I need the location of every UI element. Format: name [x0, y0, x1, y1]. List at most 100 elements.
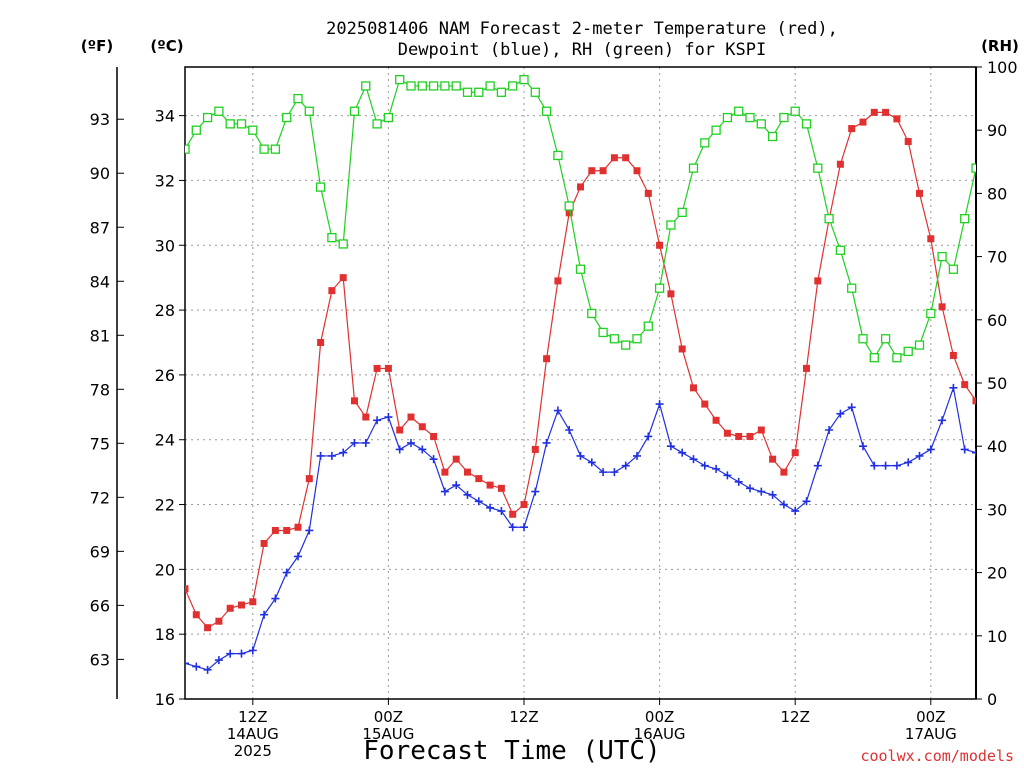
dewpoint-point [768, 490, 777, 499]
rh-point [767, 131, 778, 142]
temperature-point [769, 455, 777, 463]
rh-point [847, 283, 857, 293]
rh-point [734, 106, 744, 116]
rh-point [225, 119, 235, 129]
x-tick-label: 12Z [238, 708, 267, 726]
rh-point [361, 81, 371, 91]
dewpoint-point [192, 662, 201, 671]
f-tick-label: 84 [90, 272, 110, 291]
temperature-point [407, 413, 415, 421]
x-tick-label: 2025 [234, 742, 272, 760]
temperature-point [204, 624, 212, 632]
rh-point [349, 106, 360, 116]
rh-tick-label: 90 [987, 121, 1007, 140]
dewpoint-point [723, 471, 732, 480]
rh-point [835, 245, 846, 255]
rh-point [700, 138, 710, 148]
temperature-point [249, 598, 257, 606]
temperature-point [678, 345, 686, 353]
rh-point [880, 334, 891, 344]
f-tick-label: 63 [90, 650, 110, 669]
dewpoint-point [757, 487, 766, 496]
temperature-point [305, 475, 313, 483]
temperature-point [362, 413, 370, 421]
series-rh [185, 74, 976, 363]
dewpoint-point [508, 523, 517, 532]
dewpoint-point [226, 649, 235, 658]
rh-point [191, 125, 201, 135]
x-tick-label: 12Z [509, 708, 538, 726]
f-tick-label: 81 [90, 326, 110, 345]
rh-point [609, 334, 620, 344]
rh-point [903, 346, 913, 357]
dewpoint-point [316, 451, 325, 460]
dewpoint-point [960, 445, 969, 454]
dewpoint-point [452, 481, 461, 490]
rh-tick-label: 70 [987, 248, 1007, 267]
rh-tick-label: 50 [987, 374, 1007, 393]
rh-point [462, 87, 473, 97]
dewpoint-point [339, 448, 348, 457]
x-tick-label: 00Z [916, 708, 945, 726]
f-tick-label: 93 [90, 110, 110, 129]
temperature-point [656, 241, 664, 249]
temperature-point [746, 432, 754, 440]
f-tick-label: 69 [90, 542, 110, 561]
dewpoint-point [395, 445, 404, 454]
dewpoint-point [881, 461, 890, 470]
c-tick-label: 22 [155, 496, 175, 515]
rh-unit-label: (RH) [981, 37, 1019, 55]
temperature-point [701, 400, 709, 408]
temperature-point [509, 510, 517, 518]
rh-point [315, 182, 326, 192]
rh-point [383, 112, 394, 123]
rh-point [869, 353, 879, 363]
rh-point [914, 340, 925, 350]
credit-text: coolwx.com/models [860, 747, 1014, 765]
x-axis-label: Forecast Time (UTC) [363, 736, 660, 766]
dewpoint-point [260, 610, 269, 619]
temperature-point [486, 481, 494, 489]
f-tick-label: 75 [90, 434, 110, 453]
x-tick-label: 17AUG [905, 725, 957, 743]
temperature-point [599, 167, 607, 175]
temperature-point [757, 426, 765, 434]
temperature-point [972, 397, 976, 405]
rh-point [440, 81, 450, 91]
rh-point [711, 125, 721, 135]
temperature-point [226, 604, 234, 612]
rh-point [508, 81, 518, 91]
series [185, 74, 1024, 674]
rh-point [553, 150, 563, 161]
dewpoint-point [418, 445, 427, 454]
rh-point [248, 125, 258, 135]
dewpoint-point [734, 477, 743, 486]
x-tick-label: 00Z [374, 708, 403, 726]
temperature-point [185, 585, 189, 593]
c-tick-label: 26 [155, 366, 175, 385]
dewpoint-point [1006, 458, 1014, 466]
temperature-point [984, 414, 991, 421]
temperature-point [497, 484, 505, 492]
dewpoint-point [429, 455, 438, 464]
dewpoint-point [904, 458, 913, 467]
temperature-point [938, 303, 946, 311]
temperature-point [904, 138, 912, 146]
dewpoint-point [1017, 468, 1024, 476]
rh-tick-label: 10 [987, 627, 1007, 646]
x-tick-label: 15AUG [362, 725, 414, 743]
temperature-point [893, 115, 901, 123]
dewpoint-point [870, 461, 879, 470]
rh-point [587, 308, 597, 319]
rh-tick-label: 30 [987, 500, 1007, 519]
temperature-point [441, 468, 449, 476]
dewpoint-point [813, 461, 822, 470]
c-tick-label: 32 [155, 171, 175, 190]
temperature-point [995, 426, 1002, 433]
rh-point [643, 321, 653, 331]
rh-point [666, 220, 676, 230]
dewpoint-point [972, 448, 976, 457]
plot-frame [184, 66, 977, 700]
dewpoint-point [271, 594, 280, 603]
rh-point [496, 87, 507, 97]
